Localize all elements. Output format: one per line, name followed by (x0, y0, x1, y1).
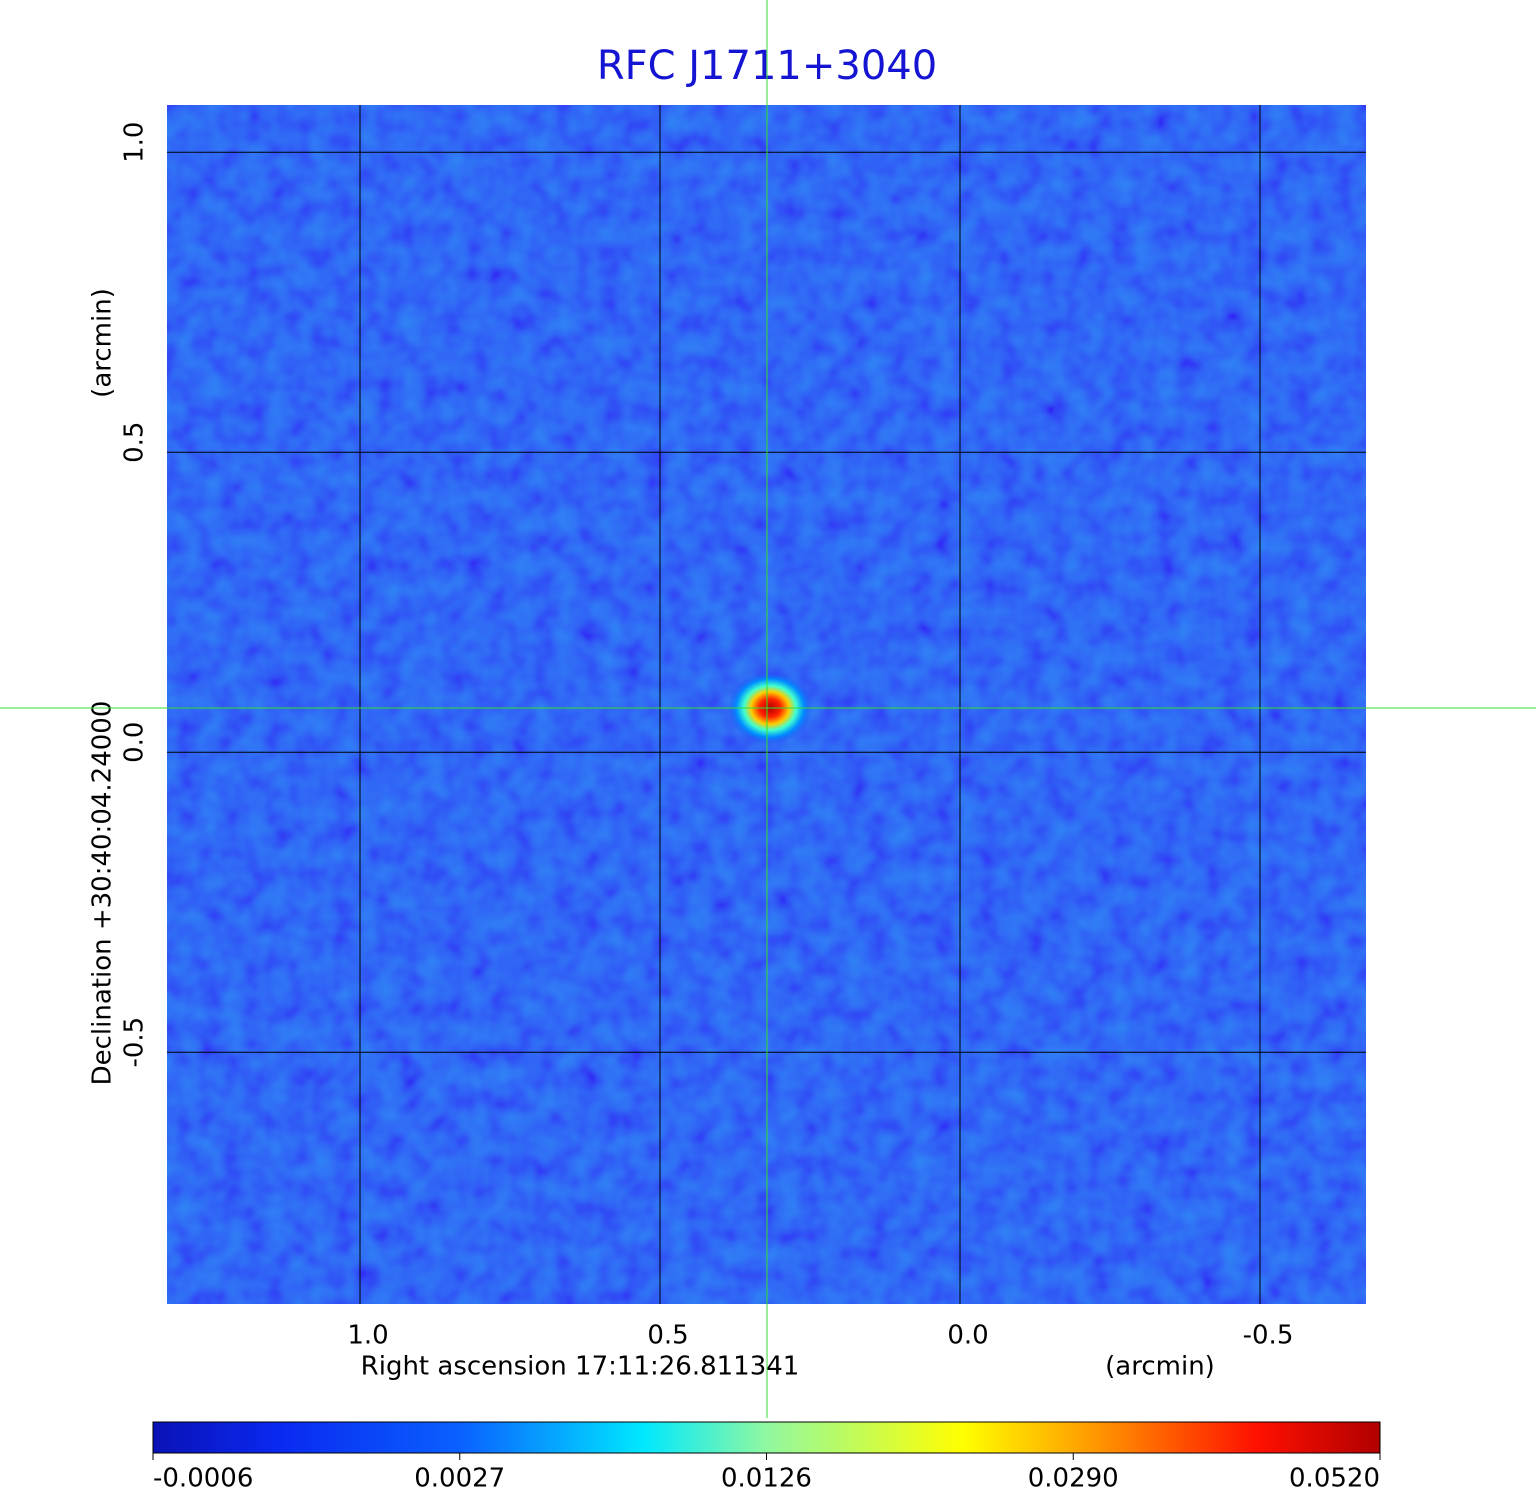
x-tick-label: 0.0 (947, 1321, 988, 1351)
x-tick-label: -0.5 (1243, 1321, 1294, 1351)
x-axis-label: Right ascension 17:11:26.811341 (361, 1352, 800, 1382)
y-tick-label: -0.5 (120, 1017, 150, 1068)
colorbar-tick-label: 0.0290 (1028, 1464, 1119, 1494)
y-tick-label: 0.5 (120, 422, 150, 463)
y-tick-label: 1.0 (120, 122, 150, 163)
x-tick-label: 0.5 (647, 1321, 688, 1351)
colorbar-tick-label: 0.0520 (1289, 1464, 1380, 1494)
colorbar-tick-label: -0.0006 (153, 1464, 253, 1494)
y-axis-unit: (arcmin) (88, 288, 118, 398)
x-tick-label: 1.0 (347, 1321, 388, 1351)
y-axis-label: Declination +30:40:04.24000 (88, 701, 118, 1086)
colorbar (152, 1421, 1381, 1454)
x-axis-unit: (arcmin) (1105, 1352, 1215, 1382)
y-tick-label: 0.0 (120, 722, 150, 763)
colorbar-tick-label: 0.0126 (721, 1464, 812, 1494)
colorbar-tick-label: 0.0027 (414, 1464, 505, 1494)
